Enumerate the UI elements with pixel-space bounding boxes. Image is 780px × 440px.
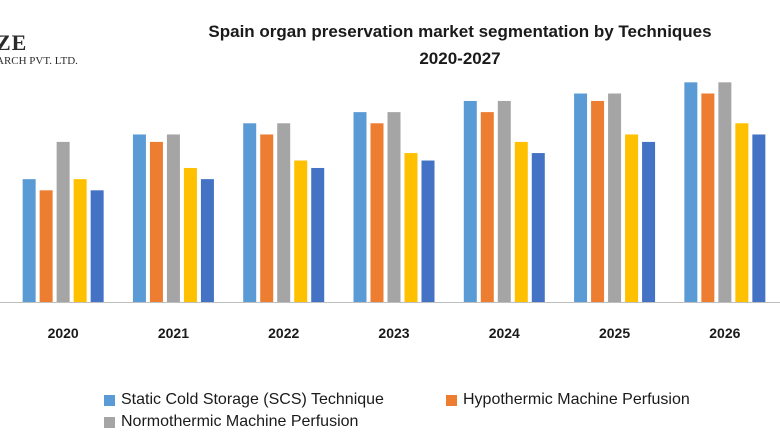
legend: Static Cold Storage (SCS) Technique Hypo…: [0, 388, 780, 438]
bar-2024-series-3: [497, 100, 511, 302]
bar-2026-series-2: [701, 93, 715, 302]
company-logo: ZE ARCH PVT. LTD.: [0, 30, 106, 70]
bar-2020-series-1: [22, 179, 36, 302]
bar-2023-series-5: [421, 160, 435, 302]
x-tick-label-2020: 2020: [48, 325, 79, 341]
legend-item-scs: Static Cold Storage (SCS) Technique: [104, 391, 384, 409]
x-tick-label-2021: 2021: [158, 325, 189, 341]
bar-2026-series-4: [735, 123, 749, 303]
bar-2021-series-4: [183, 167, 197, 302]
bar-2022-series-1: [243, 123, 257, 303]
bar-2021-series-5: [200, 179, 214, 302]
bar-2022-series-5: [311, 167, 325, 302]
logo-text: ZE: [0, 30, 28, 55]
logo-subtext: ARCH PVT. LTD.: [0, 55, 78, 67]
bar-2023-series-2: [370, 123, 384, 303]
bar-2025-series-2: [591, 100, 605, 302]
x-tick-label-2026: 2026: [709, 325, 740, 341]
bar-2023-series-3: [387, 112, 401, 302]
bar-2024-series-4: [514, 141, 528, 302]
bar-2021-series-3: [166, 134, 180, 302]
bar-2025-series-1: [574, 93, 588, 302]
chart-title-line-2: 2020-2027: [419, 49, 501, 68]
x-tick-label-2023: 2023: [378, 325, 409, 341]
bar-2020-series-5: [90, 190, 104, 302]
bar-2024-series-2: [480, 112, 494, 302]
chart-title: Spain organ preservation market segmenta…: [160, 18, 760, 72]
chart-title-line-1: Spain organ preservation market segmenta…: [208, 22, 712, 41]
x-tick-labels: 2020 2021 2022 2023 2024 2025 2026: [48, 325, 741, 341]
bar-2026-series-5: [752, 134, 766, 302]
legend-swatch-normothermic: [104, 416, 115, 428]
bar-2025-series-4: [625, 134, 639, 302]
bar-2026-series-1: [684, 82, 698, 302]
bar-2021-series-1: [132, 134, 146, 302]
bars-group: [22, 82, 766, 303]
bar-2025-series-5: [642, 141, 656, 302]
bar-2026-series-3: [718, 82, 732, 302]
bar-2020-series-3: [56, 141, 70, 302]
bar-2024-series-5: [531, 153, 545, 302]
legend-swatch-hypothermic: [446, 394, 457, 406]
legend-label-scs: Static Cold Storage (SCS) Technique: [121, 391, 384, 408]
bar-2023-series-1: [353, 112, 367, 302]
bar-2025-series-3: [608, 93, 622, 302]
x-tick-label-2022: 2022: [268, 325, 299, 341]
bar-2022-series-4: [294, 160, 308, 302]
legend-label-hypothermic: Hypothermic Machine Perfusion: [463, 391, 690, 408]
legend-swatch-scs: [104, 394, 115, 406]
legend-item-hypothermic: Hypothermic Machine Perfusion: [446, 391, 690, 409]
bar-2024-series-1: [463, 100, 477, 302]
bar-2022-series-2: [260, 134, 274, 302]
x-tick-label-2024: 2024: [489, 325, 520, 341]
legend-item-normothermic: Normothermic Machine Perfusion: [104, 413, 358, 431]
bar-2021-series-2: [149, 141, 163, 302]
x-tick-label-2025: 2025: [599, 325, 630, 341]
bar-2020-series-2: [39, 190, 53, 302]
legend-label-normothermic: Normothermic Machine Perfusion: [121, 413, 359, 430]
bar-2022-series-3: [277, 123, 291, 303]
bar-2020-series-4: [73, 179, 87, 302]
bar-2023-series-4: [404, 153, 418, 302]
